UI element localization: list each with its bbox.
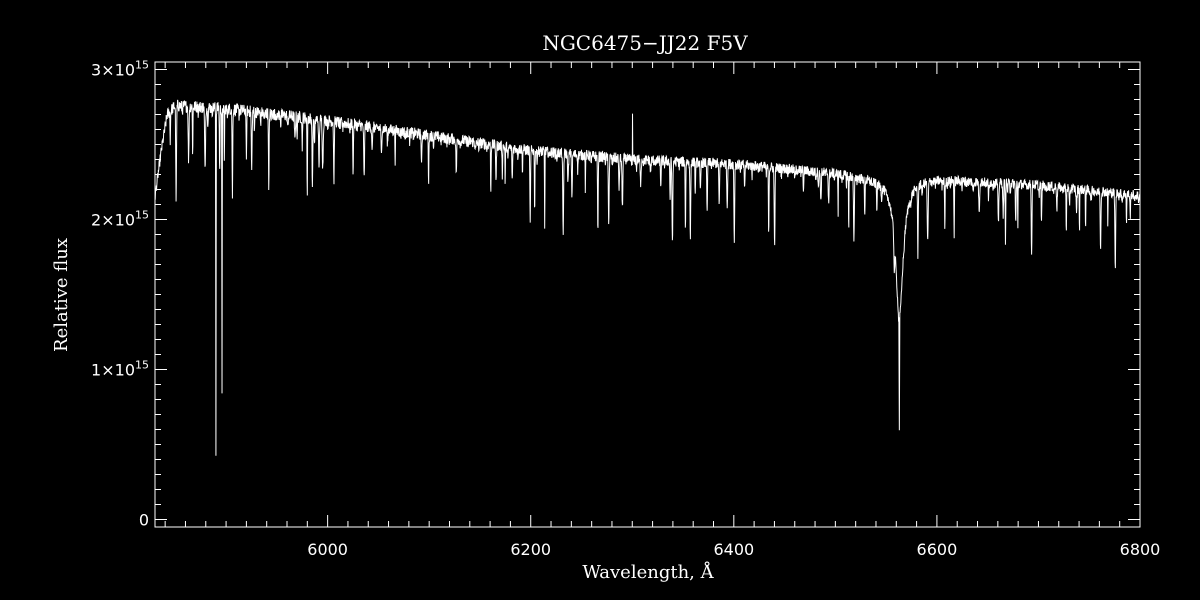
y-axis-label: Relative flux	[51, 238, 72, 352]
y-tick-label: 0	[139, 511, 149, 530]
axis-ticks	[155, 62, 1141, 527]
x-tick-label: 6000	[307, 540, 348, 559]
chart-title: NGC6475−JJ22 F5V	[542, 31, 748, 55]
y-tick-label: 1×1015	[91, 359, 149, 380]
tick-labels: 6000 6200 6400 6600 6800 0 1×1015 2×1015 3×1015	[91, 59, 1160, 560]
spectrum-line	[154, 99, 1141, 456]
y-tick-label: 3×1015	[91, 59, 149, 80]
y-tick-label: 2×1015	[91, 209, 149, 230]
x-axis-label: Wavelength, Å	[582, 561, 714, 583]
x-tick-label: 6600	[917, 540, 958, 559]
x-tick-label: 6400	[713, 540, 754, 559]
x-tick-label: 6200	[510, 540, 551, 559]
x-tick-label: 6800	[1120, 540, 1161, 559]
